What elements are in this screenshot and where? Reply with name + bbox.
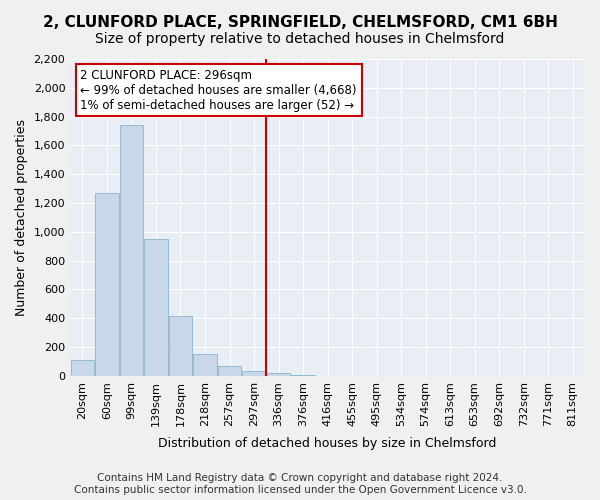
Text: 2, CLUNFORD PLACE, SPRINGFIELD, CHELMSFORD, CM1 6BH: 2, CLUNFORD PLACE, SPRINGFIELD, CHELMSFO… [43,15,557,30]
Text: Size of property relative to detached houses in Chelmsford: Size of property relative to detached ho… [95,32,505,46]
Bar [169,316,192,376]
Bar [95,193,119,376]
Bar [120,126,143,376]
X-axis label: Distribution of detached houses by size in Chelmsford: Distribution of detached houses by size … [158,437,497,450]
Bar [267,373,290,376]
Bar [193,354,217,376]
Bar [71,360,94,376]
Text: Contains HM Land Registry data © Crown copyright and database right 2024.
Contai: Contains HM Land Registry data © Crown c… [74,474,526,495]
Bar [242,371,266,376]
Y-axis label: Number of detached properties: Number of detached properties [15,119,28,316]
Bar [292,375,315,376]
Bar [145,239,167,376]
Text: 2 CLUNFORD PLACE: 296sqm
← 99% of detached houses are smaller (4,668)
1% of semi: 2 CLUNFORD PLACE: 296sqm ← 99% of detach… [80,68,357,112]
Bar [218,366,241,376]
